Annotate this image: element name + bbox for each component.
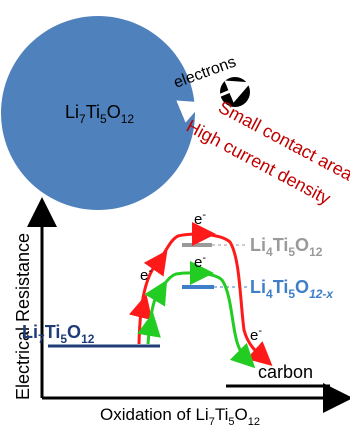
x-axis-label: Oxidation of Li7Ti5O12 xyxy=(100,405,260,428)
lto-particle xyxy=(1,16,195,210)
particle-formula: Li7Ti5O12 xyxy=(65,102,134,126)
green-arrow-4 xyxy=(229,342,256,369)
label-li4ti5o12: Li4Ti5O12 xyxy=(250,235,323,259)
green-arrow-1 xyxy=(137,312,161,338)
label-li4ti5o12-x: Li4Ti5O12-x xyxy=(250,277,334,301)
label-carbon: carbon xyxy=(258,362,313,382)
electron-flow-arrow xyxy=(176,80,252,123)
electron-label-top: e- xyxy=(194,209,206,228)
y-axis-label: Electrical Resistance xyxy=(13,233,33,400)
label-li7ti5o12: Li7Ti5O12 xyxy=(22,322,95,346)
red-arrow-4 xyxy=(246,341,273,366)
green-arrow-2 xyxy=(144,279,168,307)
electron-label-right: e- xyxy=(250,325,262,344)
red-arrow-2 xyxy=(143,250,168,277)
electron-label-mid: e- xyxy=(194,252,206,271)
electron-label-left: e- xyxy=(140,265,152,284)
